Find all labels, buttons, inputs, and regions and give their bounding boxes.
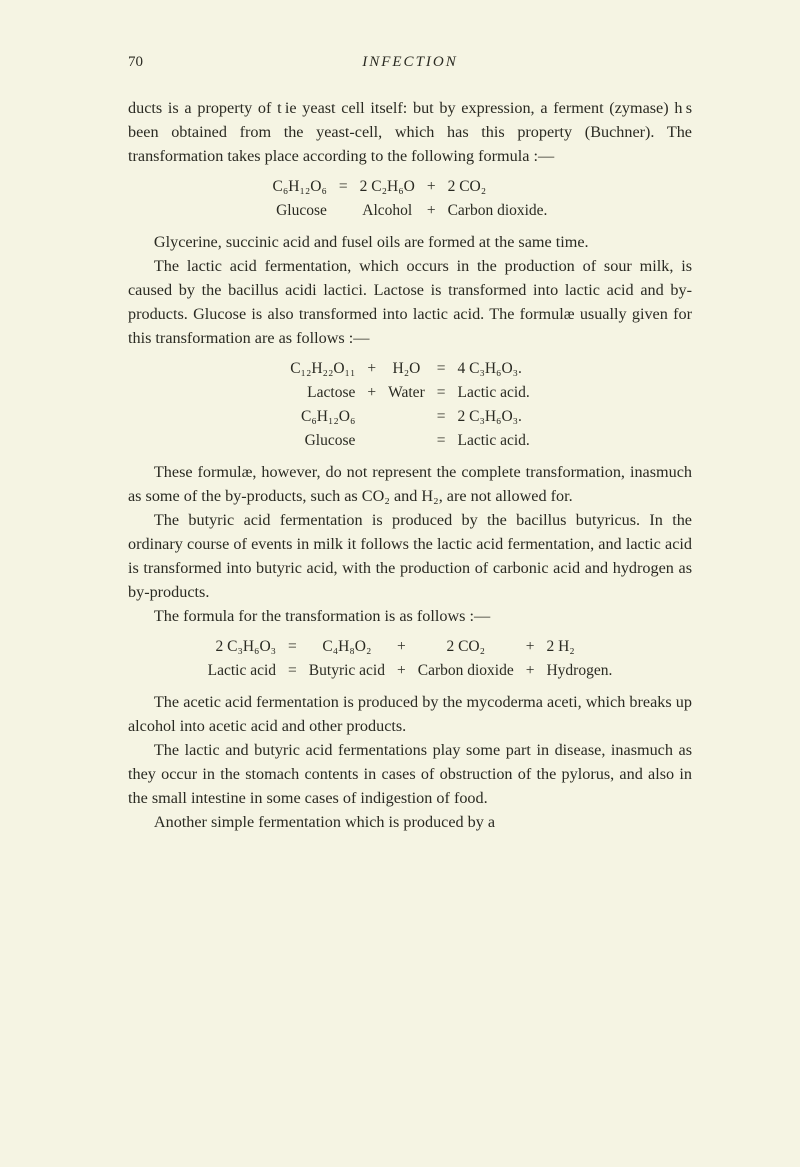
eq-cell: 2 C₂H₆O	[354, 175, 421, 199]
paragraph: These formulæ, however, do not represent…	[128, 461, 692, 509]
eq-cell	[361, 405, 382, 429]
eq-cell	[333, 199, 354, 223]
eq-cell: Glucose	[284, 429, 361, 453]
eq-cell: 2 C₃H₆O₃.	[451, 405, 535, 429]
eq-cell: +	[361, 357, 382, 381]
eq-cell: C₁₂H₂₂O₁₁	[284, 357, 361, 381]
eq-cell: Water	[382, 381, 431, 405]
eq-cell: =	[333, 175, 354, 199]
eq-cell: +	[391, 635, 412, 659]
eq-cell: Lactic acid	[202, 659, 282, 683]
paragraph: The butyric acid fermentation is produce…	[128, 509, 692, 605]
eq-cell: Glucose	[267, 199, 333, 223]
eq-cell: +	[520, 659, 541, 683]
eq-cell: H₂O	[382, 357, 431, 381]
eq-cell: Carbon dioxide.	[442, 199, 554, 223]
paragraph: The acetic acid fermentation is produced…	[128, 691, 692, 739]
eq-cell: Hydrogen.	[540, 659, 618, 683]
paragraph: The formula for the transformation is as…	[128, 605, 692, 629]
equation-block-2: C₁₂H₂₂O₁₁ + H₂O = 4 C₃H₆O₃. Lactose + Wa…	[128, 357, 692, 453]
eq-cell	[382, 429, 431, 453]
page-header: 70 INFECTION	[128, 54, 692, 71]
paragraph: The lactic and butyric acid fermentation…	[128, 739, 692, 811]
eq-cell: Lactic acid.	[451, 429, 535, 453]
eq-cell: +	[421, 199, 442, 223]
eq-cell: +	[391, 659, 412, 683]
eq-cell: Alcohol	[354, 199, 421, 223]
eq-cell	[382, 405, 431, 429]
eq-cell: Lactic acid.	[451, 381, 535, 405]
paragraph: The lactic acid fermentation, which occu…	[128, 255, 692, 351]
eq-cell: C₆H₁₂O₆	[284, 405, 361, 429]
equation-table: 2 C₃H₆O₃ = C₄H₈O₂ + 2 CO₂ + 2 H₂ Lactic …	[202, 635, 619, 683]
eq-cell: +	[361, 381, 382, 405]
eq-cell: =	[282, 635, 303, 659]
eq-cell: Lactose	[284, 381, 361, 405]
eq-cell: C₆H₁₂O₆	[267, 175, 333, 199]
running-title: INFECTION	[128, 54, 692, 71]
equation-block-1: C₆H₁₂O₆ = 2 C₂H₆O + 2 CO₂ Glucose Alcoho…	[128, 175, 692, 223]
eq-cell: =	[431, 381, 452, 405]
eq-cell: 2 CO₂	[412, 635, 520, 659]
equation-table: C₆H₁₂O₆ = 2 C₂H₆O + 2 CO₂ Glucose Alcoho…	[267, 175, 554, 223]
eq-cell: =	[431, 357, 452, 381]
page: 70 INFECTION ducts is a property of t ie…	[0, 0, 800, 1167]
eq-cell: 2 CO₂	[442, 175, 554, 199]
eq-cell: =	[282, 659, 303, 683]
eq-cell: C₄H₈O₂	[303, 635, 391, 659]
eq-cell: +	[520, 635, 541, 659]
paragraph: Another simple fermentation which is pro…	[128, 811, 692, 835]
eq-cell: =	[431, 429, 452, 453]
eq-cell: 2 H₂	[540, 635, 618, 659]
paragraph: ducts is a property of t ie yeast cell i…	[128, 97, 692, 169]
eq-cell	[361, 429, 382, 453]
eq-cell: 2 C₃H₆O₃	[202, 635, 282, 659]
eq-cell: +	[421, 175, 442, 199]
eq-cell: Carbon dioxide	[412, 659, 520, 683]
equation-table: C₁₂H₂₂O₁₁ + H₂O = 4 C₃H₆O₃. Lactose + Wa…	[284, 357, 536, 453]
eq-cell: Butyric acid	[303, 659, 391, 683]
equation-block-3: 2 C₃H₆O₃ = C₄H₈O₂ + 2 CO₂ + 2 H₂ Lactic …	[128, 635, 692, 683]
eq-cell: =	[431, 405, 452, 429]
paragraph: Glycerine, succinic acid and fusel oils …	[128, 231, 692, 255]
eq-cell: 4 C₃H₆O₃.	[451, 357, 535, 381]
